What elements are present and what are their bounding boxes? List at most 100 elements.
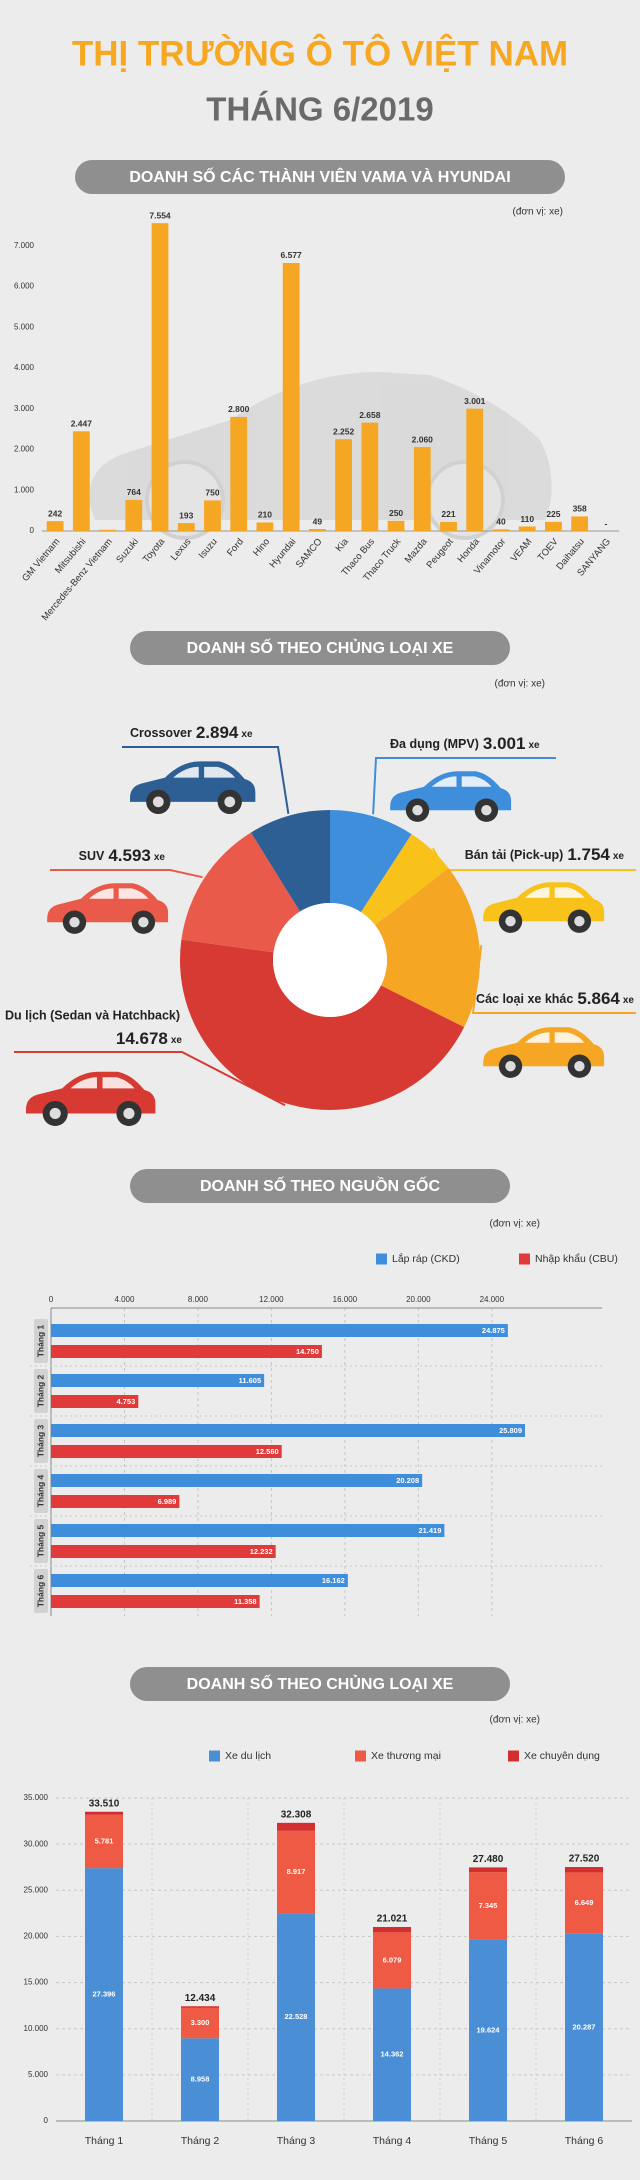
bar	[51, 1445, 282, 1458]
month-label: Tháng 5	[35, 1524, 45, 1557]
y-tick-label: 1.000	[14, 485, 35, 494]
bar-segment	[181, 2038, 219, 2121]
legend-label: Xe du lịch	[225, 1750, 271, 1762]
section-banner	[130, 1667, 510, 1701]
legend-swatch	[376, 1253, 387, 1265]
bar-segment	[373, 1932, 411, 1989]
month-label: Tháng 4	[35, 1474, 45, 1507]
bar	[51, 1424, 526, 1437]
bar	[151, 223, 169, 531]
slice-value-number: 4.593	[108, 846, 151, 865]
month-tag	[34, 1319, 48, 1363]
total-label: 33.510	[89, 1798, 120, 1809]
bar-segment	[85, 1811, 123, 1815]
value-label: 6.577	[281, 250, 303, 260]
value-label: 193	[179, 510, 193, 520]
value-label: 7.554	[149, 210, 171, 220]
month-tag	[34, 1369, 48, 1413]
leader-line	[431, 847, 636, 871]
slice-value-unit: xe	[154, 852, 166, 863]
legend-swatch	[209, 1750, 220, 1762]
bar	[571, 516, 589, 531]
pie-slice	[361, 834, 449, 926]
y-tick-label: 7.000	[14, 241, 35, 250]
slice-label: Bán tải (Pick-up) 1.754 xe	[465, 845, 625, 864]
slice-value-number: 2.894	[196, 723, 239, 742]
bar-segment	[277, 1830, 315, 1914]
segment-label: 27.396	[93, 1990, 116, 1999]
bar	[308, 529, 326, 531]
bar	[51, 1524, 445, 1537]
total-label: 12.434	[185, 1993, 216, 2004]
total-label: 21.021	[377, 1914, 408, 1925]
section-title: DOANH SỐ THEO CHỦNG LOẠI XE	[187, 1673, 454, 1693]
value-label: 24.875	[482, 1326, 505, 1335]
bar-segment	[469, 1867, 507, 1873]
x-tick-label: Tháng 2	[181, 2135, 220, 2147]
bar	[230, 416, 248, 531]
pie-slice	[375, 868, 480, 1028]
slice-label-name: Các loại xe khác	[476, 992, 573, 1006]
x-tick-label: 12.000	[259, 1295, 284, 1304]
value-label: 25.809	[499, 1426, 522, 1435]
legend-label: Lắp ráp (CKD)	[392, 1252, 460, 1265]
leader-line	[372, 757, 556, 815]
x-tick-label: 8.000	[188, 1295, 209, 1304]
month-label: Tháng 2	[35, 1374, 45, 1407]
legend-swatch	[508, 1750, 519, 1762]
bar	[518, 526, 536, 531]
leader-line	[471, 945, 636, 1014]
segment-label: 5.781	[95, 1836, 114, 1845]
slice-label-name: Crossover	[130, 726, 192, 740]
y-tick-label: 25.000	[24, 1885, 49, 1894]
y-tick-label: 5.000	[14, 322, 35, 331]
value-label: 11.358	[234, 1597, 257, 1606]
bar	[51, 1574, 348, 1587]
segment-label: 8.958	[191, 2075, 210, 2084]
x-tick-label: 4.000	[114, 1295, 135, 1304]
legend-label: Nhập khẩu (CBU)	[535, 1253, 618, 1265]
bar	[177, 523, 195, 531]
y-tick-label: 5.000	[28, 2070, 49, 2079]
y-tick-label: 2.000	[14, 445, 35, 454]
value-label: 4.753	[117, 1397, 136, 1406]
slice-value: 14.678 xe	[116, 1029, 183, 1048]
legend-label: Xe thương mại	[371, 1750, 441, 1762]
value-label: 242	[48, 508, 62, 518]
slice-value-unit: xe	[171, 1035, 183, 1046]
segment-label: 3.300	[191, 2018, 210, 2027]
y-tick-label: 35.000	[24, 1793, 49, 1802]
leader-line	[50, 869, 203, 879]
slice-value-number: 14.678	[116, 1029, 168, 1048]
bar	[545, 521, 562, 531]
unit-note: (đơn vị: xe)	[513, 207, 563, 218]
total-label: 27.480	[473, 1854, 504, 1865]
x-tick-label: Tháng 1	[85, 2135, 124, 2147]
bar-segment	[181, 2006, 219, 2008]
bar-segment	[565, 1867, 603, 1873]
legend-swatch	[355, 1750, 366, 1762]
month-label: Tháng 6	[35, 1574, 45, 1607]
y-tick-label: 6.000	[14, 282, 35, 291]
value-label: 16.162	[322, 1576, 345, 1585]
bar-segment	[469, 1872, 507, 1940]
value-label: 250	[389, 508, 403, 518]
bar-segment	[85, 1868, 123, 2121]
value-label: 14.750	[296, 1347, 319, 1356]
bar	[282, 262, 300, 531]
bar	[72, 431, 90, 531]
bar	[387, 520, 405, 531]
slice-value-unit: xe	[623, 995, 635, 1006]
x-tick-label: Tháng 4	[373, 2135, 412, 2147]
segment-label: 20.287	[573, 2022, 596, 2031]
slice-label: Các loại xe khác 5.864 xe	[476, 989, 634, 1008]
x-tick-label: 24.000	[480, 1295, 505, 1304]
bar-segment	[373, 1927, 411, 1933]
bar-segment	[565, 1933, 603, 2121]
slice-label: Du lịch (Sedan và Hatchback)	[5, 1008, 180, 1022]
x-tick-label: Tháng 5	[469, 2135, 508, 2147]
section-title: DOANH SỐ THEO NGUỒN GỐC	[200, 1175, 440, 1195]
y-tick-label: 4.000	[14, 363, 35, 372]
slice-label-name: SUV	[79, 849, 105, 863]
value-label: 110	[520, 514, 534, 524]
